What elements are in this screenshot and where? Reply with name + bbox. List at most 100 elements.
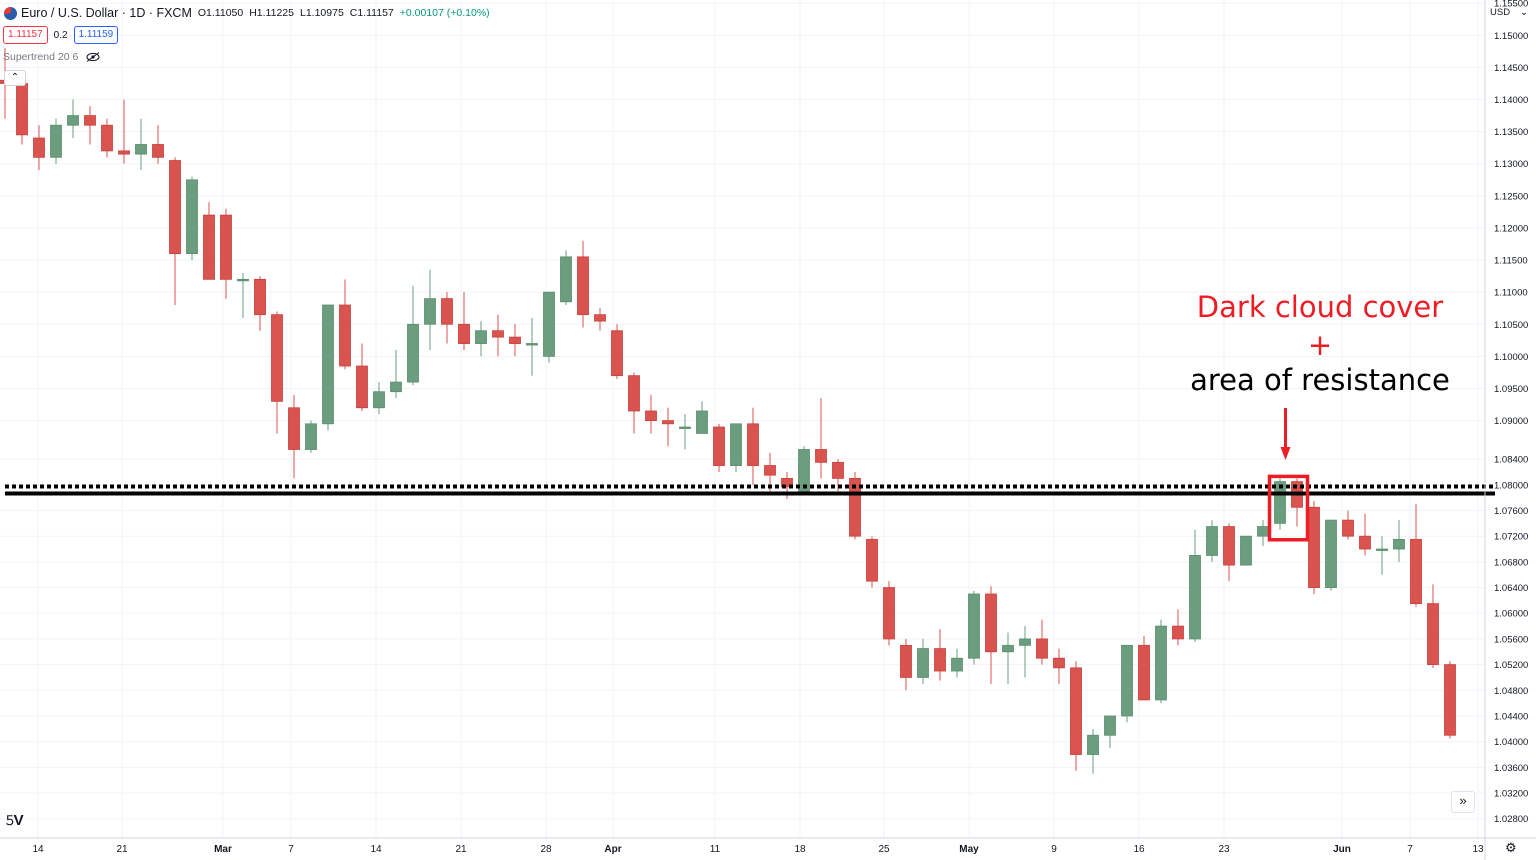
candle-body-down	[883, 587, 895, 640]
x-tick-label: 21	[116, 844, 128, 855]
candle-body-up	[1104, 715, 1116, 736]
annotation-arrow	[1280, 408, 1291, 460]
y-tick-label: 1.03600	[1494, 763, 1528, 774]
y-tick-label: 1.13000	[1494, 159, 1528, 170]
candle-body-down	[271, 314, 283, 402]
candle-body-down	[628, 375, 640, 412]
candle-body-up	[679, 426, 691, 429]
candle-body-down	[1444, 664, 1456, 736]
x-tick-label: 7	[288, 844, 294, 855]
double-chevron-right-icon: »	[1459, 793, 1467, 808]
x-tick-label: 21	[455, 844, 467, 855]
candle-body-up	[560, 256, 572, 303]
candle	[254, 276, 266, 331]
y-tick-label: 1.09000	[1494, 416, 1528, 427]
candle-body-down	[1359, 535, 1371, 550]
y-tick-label: 1.12500	[1494, 191, 1528, 202]
candle	[101, 118, 113, 158]
candle-body-down	[1223, 526, 1235, 566]
candle-body-up	[186, 179, 198, 255]
candles-layer	[0, 48, 1456, 774]
sell-price-button[interactable]: 1.11157	[3, 26, 48, 44]
candle-body-up	[1325, 519, 1337, 588]
y-tick-label: 1.06400	[1494, 583, 1528, 594]
candle-body-down	[815, 449, 827, 463]
candle-body-up	[1019, 638, 1031, 646]
y-tick-label: 1.07200	[1494, 532, 1528, 543]
candle	[203, 202, 215, 280]
candle	[560, 250, 572, 306]
candle-body-down	[934, 648, 946, 672]
quote-panel: 1.11157 0.2 1.11159	[3, 26, 119, 44]
candle-body-down	[1172, 625, 1184, 640]
candle	[577, 240, 589, 328]
candle	[237, 272, 249, 318]
candle-body-down	[339, 304, 351, 367]
candle-body-up	[968, 593, 980, 659]
candle-body-up	[1002, 644, 1014, 653]
annotation-line-2: area of resistance	[1190, 363, 1450, 397]
candle	[985, 586, 997, 684]
candle-body-up	[798, 449, 810, 492]
candle	[390, 349, 402, 399]
candle	[1427, 584, 1439, 668]
candle	[152, 125, 164, 164]
candle-body-down	[1427, 603, 1439, 666]
candle-body-down	[1138, 644, 1150, 701]
candle-body-up	[373, 391, 385, 409]
currency-label: USD	[1490, 6, 1511, 18]
candle-body-down	[118, 150, 130, 155]
candle-body-up	[475, 330, 487, 344]
candle	[509, 324, 521, 357]
candle	[475, 321, 487, 357]
candle-body-down	[866, 539, 878, 582]
x-tick-label: 9	[1051, 844, 1057, 855]
candle	[1393, 520, 1405, 562]
symbol-title[interactable]: Euro / U.S. Dollar · 1D · FXCM	[21, 6, 192, 20]
candle	[305, 420, 317, 453]
candle-body-up	[1155, 625, 1167, 701]
candle	[118, 99, 130, 164]
arrow-down-icon	[1280, 447, 1291, 460]
x-tick-label: 14	[32, 844, 44, 855]
candle-body-down	[713, 426, 725, 466]
x-tick-label: 13	[1472, 844, 1484, 855]
candle	[271, 311, 283, 434]
candle	[186, 176, 198, 261]
candle	[917, 638, 929, 684]
gear-icon[interactable]: ⚙	[1505, 840, 1517, 855]
y-tick-label: 1.05200	[1494, 660, 1528, 671]
candle-body-up	[50, 124, 62, 158]
candle	[339, 279, 351, 370]
x-tick-label: Mar	[214, 844, 232, 855]
candle	[1155, 619, 1167, 704]
candle-body-up	[1240, 535, 1252, 566]
hidden-eye-icon[interactable]	[86, 52, 100, 62]
candle	[1104, 715, 1116, 749]
candle-body-down	[84, 115, 96, 126]
collapse-legend-button[interactable]: ⌃	[4, 70, 26, 86]
candle-body-down	[594, 314, 606, 322]
chart-grid	[0, 0, 1485, 838]
candle-body-up	[1393, 539, 1405, 550]
y-tick-label: 1.08000	[1494, 480, 1528, 491]
candle-body-down	[203, 214, 215, 280]
candle	[798, 446, 810, 492]
currency-selector[interactable]: USD ⌄	[1488, 4, 1530, 20]
candle-body-up	[135, 144, 147, 155]
candle	[1206, 520, 1218, 562]
candle-body-down	[441, 298, 453, 325]
candle-body-up	[526, 343, 538, 346]
y-tick-label: 1.07600	[1494, 506, 1528, 517]
tradingview-logo-icon[interactable]: 𝟻V	[5, 812, 24, 829]
indicator-legend[interactable]: Supertrend 20 6	[3, 51, 100, 63]
x-tick-label: 14	[370, 844, 382, 855]
candle-body-up	[424, 298, 436, 325]
candle	[1308, 500, 1320, 594]
scroll-to-realtime-button[interactable]: »	[1451, 791, 1475, 813]
y-tick-label: 1.04000	[1494, 737, 1528, 748]
buy-price-button[interactable]: 1.11159	[73, 26, 119, 44]
candle-body-down	[764, 465, 776, 476]
